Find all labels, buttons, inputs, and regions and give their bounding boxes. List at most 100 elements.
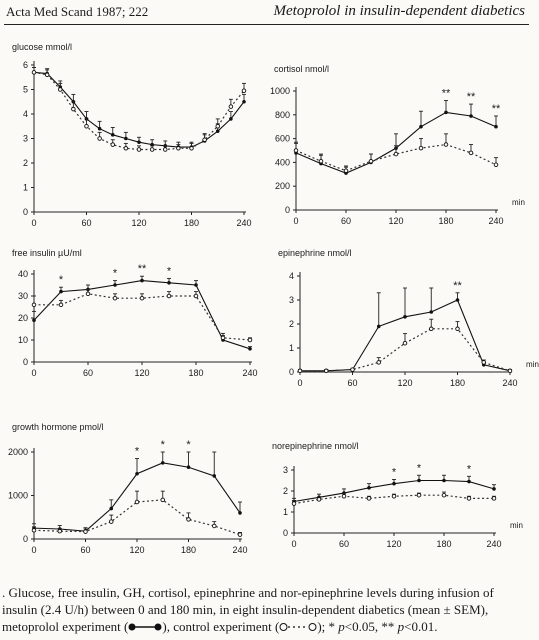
control-point	[350, 367, 355, 372]
control-point	[44, 72, 50, 78]
metoprolol-point	[110, 133, 115, 137]
control-point	[241, 88, 247, 93]
control-point	[57, 528, 63, 534]
control-point	[416, 492, 422, 498]
control-point	[443, 142, 449, 147]
metoprolol-point	[376, 324, 381, 329]
x-axis-label: min	[526, 360, 539, 369]
x-tick-label: 60	[339, 539, 349, 549]
figure-caption: . Glucose, free insulin, GH, cortisol, e…	[2, 584, 536, 635]
x-tick-label: 180	[438, 216, 453, 226]
control-point	[441, 492, 447, 498]
x-tick-label: 0	[297, 378, 302, 388]
y-tick-label: 0	[23, 207, 28, 217]
significance-marker: **	[138, 263, 147, 275]
y-tick-label: 40	[18, 269, 28, 279]
x-tick-label: 180	[181, 545, 196, 555]
metoprolol-point	[403, 315, 407, 319]
control-point	[85, 291, 91, 297]
control-point	[366, 496, 372, 501]
control-point	[220, 335, 226, 341]
caption-line-3a: metoprolol experiment (	[2, 619, 129, 634]
metoprolol-point	[186, 465, 191, 470]
control-point	[468, 150, 474, 156]
metoprolol-series-line	[33, 280, 251, 350]
metoprolol-point	[429, 310, 434, 314]
caption-line-1: . Glucose, free insulin, GH, cortisol, e…	[2, 585, 494, 600]
metoprolol-point	[167, 281, 171, 285]
y-tick-label: 1	[283, 507, 288, 517]
y-tick-label: 5	[23, 85, 28, 95]
control-point	[481, 360, 486, 365]
control-point	[189, 146, 194, 151]
metoprolol-point	[248, 347, 252, 351]
y-tick-label: 4	[289, 271, 294, 281]
significance-marker: *	[167, 265, 172, 277]
x-tick-label: 0	[31, 545, 36, 555]
metoprolol-point	[229, 117, 233, 121]
metoprolol-point	[215, 129, 220, 133]
x-tick-label: 240	[488, 216, 503, 226]
legend-metoprolol-symbol	[128, 623, 162, 631]
legend-control-symbol	[279, 623, 317, 631]
x-tick-label: 60	[80, 545, 90, 555]
control-point	[160, 497, 165, 503]
significance-marker: **	[492, 103, 501, 115]
significance-marker: **	[453, 280, 462, 292]
x-axis-label: min	[512, 198, 525, 207]
control-point	[341, 494, 347, 499]
caption-line-3c: ); *	[317, 619, 339, 634]
metoprolol-point	[455, 298, 460, 302]
chart-norepinephrine: norepinephrine nmol/l 0 1 2 3 0 60 120 180 240 min…	[272, 441, 523, 549]
control-point	[291, 501, 297, 506]
control-point	[215, 123, 220, 129]
x-tick-label: 60	[347, 378, 357, 388]
y-tick-label: 20	[18, 313, 28, 323]
significance-marker: *	[59, 274, 64, 286]
metoprolol-point	[467, 479, 471, 484]
significance-marker: *	[392, 466, 397, 478]
y-tick-label: 1000	[270, 86, 290, 96]
metoprolol-point	[140, 278, 144, 283]
control-point	[58, 87, 63, 92]
control-point	[108, 519, 114, 524]
y-tick-label: 0	[283, 528, 288, 538]
control-point	[186, 517, 191, 522]
y-tick-label: 1	[289, 343, 294, 353]
x-tick-label: 240	[232, 545, 247, 555]
x-tick-label: 120	[129, 545, 144, 555]
chart-free-insulin: free insulin µU/ml 0 10 20 30 40 0 60 120 180 240 *…	[12, 248, 258, 378]
journal-reference: Acta Med Scand 1987; 222	[6, 4, 149, 19]
significance-marker: **	[442, 88, 451, 100]
control-point	[418, 145, 424, 151]
significance-marker: *	[135, 446, 140, 458]
y-tick-label: 0	[289, 367, 294, 377]
chart-title: free insulin µU/ml	[12, 248, 82, 258]
y-tick-label: 30	[18, 291, 28, 301]
control-point	[368, 158, 374, 164]
significance-marker: *	[161, 439, 166, 451]
control-point	[376, 360, 381, 365]
control-point	[84, 123, 89, 129]
control-point	[343, 168, 349, 173]
y-tick-label: 3	[23, 134, 28, 144]
metoprolol-point	[32, 318, 36, 322]
significance-marker: *	[186, 439, 191, 451]
control-point	[134, 499, 140, 505]
metoprolol-point	[212, 474, 217, 478]
caption-line-3e: <0.01.	[404, 619, 438, 634]
y-tick-label: 1	[23, 183, 28, 193]
x-tick-label: 60	[341, 216, 351, 226]
control-series-line	[295, 143, 497, 172]
y-tick-label: 800	[275, 110, 290, 120]
control-point	[507, 368, 513, 374]
caption-line-2: insulin (2.4 U/h) between 0 and 180 min,…	[2, 602, 489, 617]
y-tick-label: 0	[23, 534, 28, 544]
control-point	[428, 326, 434, 332]
y-tick-label: 2000	[8, 447, 28, 457]
control-point	[211, 523, 217, 529]
chart-title: growth hormone pmol/l	[12, 422, 104, 432]
control-point	[202, 137, 207, 142]
control-point	[71, 106, 76, 112]
